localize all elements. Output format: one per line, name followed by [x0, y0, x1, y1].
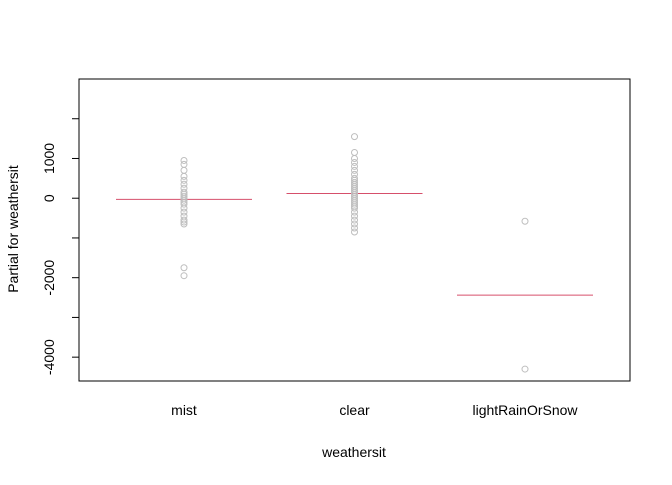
x-axis-title: weathersit — [321, 444, 386, 460]
residual-point — [180, 218, 188, 226]
residual-point — [180, 172, 188, 180]
residual-point — [180, 196, 188, 204]
data-marks — [116, 133, 593, 373]
x-axis: mist clear lightRainOrSnow — [171, 402, 578, 418]
residual-point — [351, 228, 358, 236]
residual-point — [180, 216, 188, 224]
residual-point — [351, 133, 358, 141]
residual-point — [351, 158, 358, 166]
y-axis: -4000 -2000 0 1000 — [41, 118, 79, 375]
y-tick-label: -2000 — [41, 260, 57, 296]
x-tick-label: clear — [339, 402, 370, 418]
residual-point — [180, 156, 188, 164]
y-tick-label: 0 — [41, 194, 57, 202]
x-tick-label: lightRainOrSnow — [472, 402, 578, 418]
y-tick-label: -4000 — [41, 339, 57, 375]
residual-point — [180, 204, 188, 212]
residual-point — [521, 217, 529, 225]
residual-point — [180, 272, 188, 280]
residual-point — [180, 208, 188, 216]
residual-point — [351, 224, 358, 232]
residual-point — [180, 220, 188, 228]
plot-frame — [78, 78, 631, 382]
residual-point — [351, 149, 358, 157]
residual-point — [351, 154, 358, 162]
residual-point — [351, 200, 358, 208]
residual-point — [351, 166, 358, 174]
residual-point — [351, 220, 358, 228]
residual-point — [351, 212, 358, 220]
residual-point — [351, 204, 358, 212]
y-axis-title: Partial for weathersit — [5, 165, 21, 293]
residual-point — [351, 216, 358, 224]
residual-point — [180, 200, 188, 208]
y-tick-label: 1000 — [41, 143, 57, 174]
residual-point — [180, 160, 188, 168]
residual-point — [351, 208, 358, 216]
x-tick-label: mist — [171, 402, 197, 418]
residual-point — [180, 264, 188, 272]
residual-point — [180, 180, 188, 188]
residual-point — [521, 365, 529, 373]
residual-point — [351, 162, 358, 170]
residual-point — [180, 166, 188, 174]
residual-point — [180, 176, 188, 184]
